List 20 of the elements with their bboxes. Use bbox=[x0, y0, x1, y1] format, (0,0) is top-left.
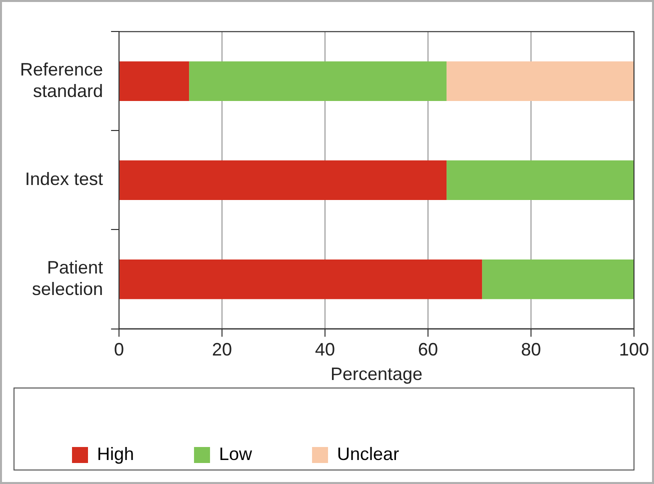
bar bbox=[446, 61, 634, 101]
y-tick-label: Index test bbox=[25, 169, 104, 190]
x-tick-label: 0 bbox=[114, 340, 124, 360]
legend-label: Unclear bbox=[337, 444, 400, 464]
bar bbox=[120, 259, 482, 300]
y-tick-label: Patient selection bbox=[32, 257, 104, 300]
bar bbox=[189, 61, 447, 101]
x-tick-label: 60 bbox=[418, 340, 438, 360]
x-tick-label: 40 bbox=[315, 340, 336, 360]
x-tick-label: 100 bbox=[618, 340, 650, 360]
y-tick-label: Reference standard bbox=[20, 59, 104, 101]
legend-label: High bbox=[97, 444, 134, 464]
x-tick-label: 80 bbox=[520, 340, 542, 360]
legend-label: Low bbox=[219, 444, 254, 464]
x-axis-title: Percentage bbox=[330, 364, 423, 384]
bar bbox=[120, 61, 190, 101]
bar bbox=[482, 259, 634, 300]
bar bbox=[446, 160, 634, 200]
x-tick-label: 20 bbox=[212, 340, 232, 360]
bar bbox=[120, 160, 447, 200]
